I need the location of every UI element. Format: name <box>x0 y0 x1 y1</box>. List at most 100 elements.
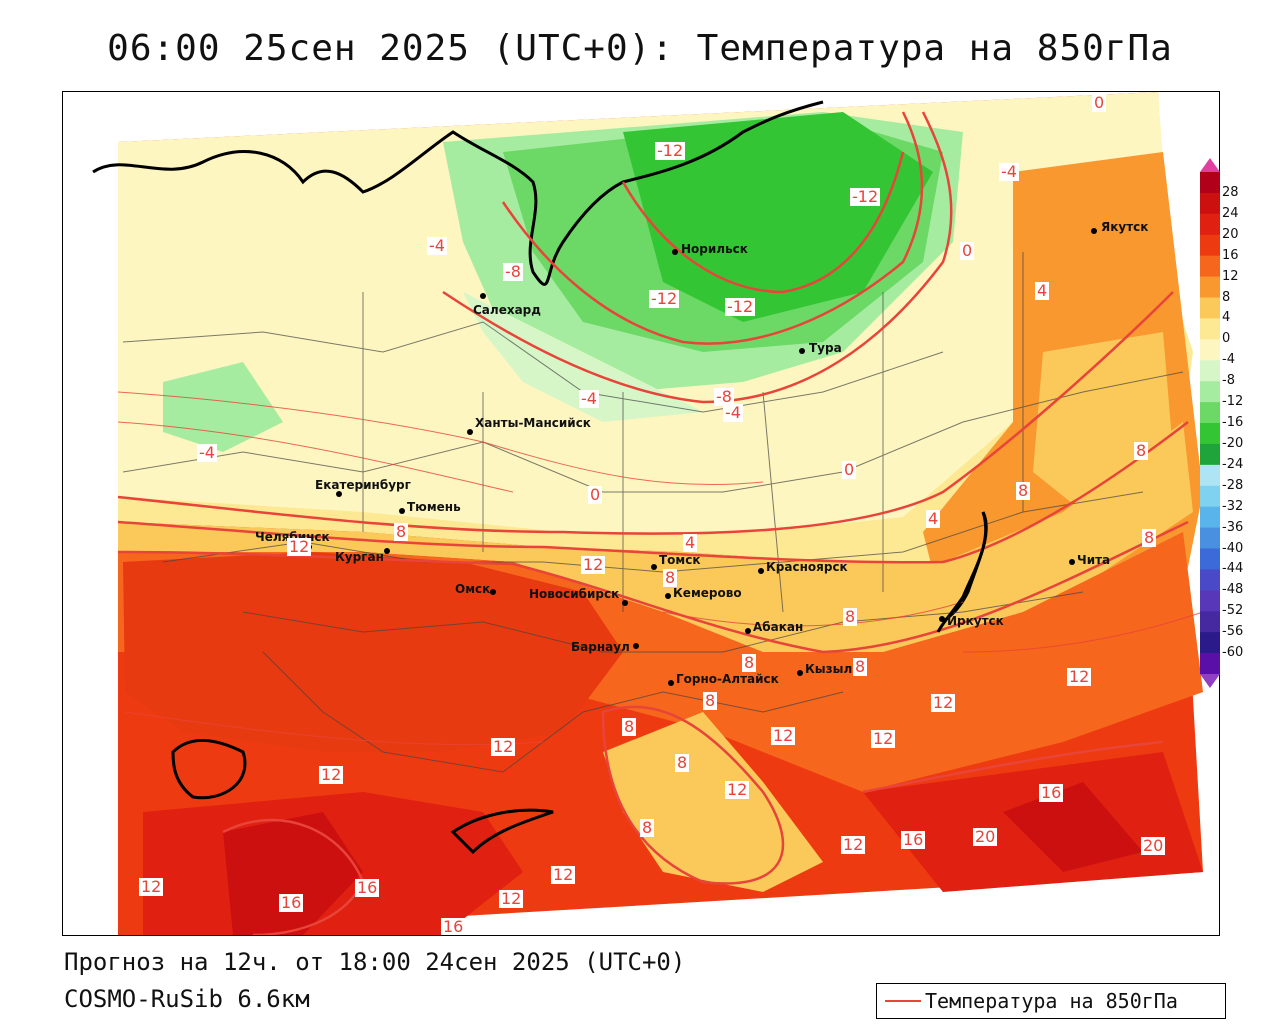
legend-label: Температура на 850гПа <box>925 989 1178 1013</box>
city-label: Тюмень <box>407 500 461 514</box>
city-label: Абакан <box>753 620 804 634</box>
colorbar-tick-label: -20 <box>1222 435 1244 451</box>
colorbar-tick-label: -40 <box>1222 540 1244 556</box>
colorbar-tick-label: 0 <box>1222 331 1231 347</box>
colorbar-segment <box>1200 590 1220 612</box>
colorbar-segment <box>1200 653 1220 675</box>
isotherm-label: 16 <box>279 893 304 912</box>
colorbar-tick-label: -28 <box>1222 477 1244 493</box>
isotherm-label: 16 <box>1039 783 1064 802</box>
lake-baikal <box>936 511 988 633</box>
isotherm-label: 20 <box>1141 836 1166 855</box>
isotherm-label: -8 <box>503 262 523 281</box>
city-dot <box>668 680 674 686</box>
colorbar-tick-label: 4 <box>1222 310 1231 326</box>
city-dot <box>745 628 751 634</box>
isotherm-label: 12 <box>771 726 796 745</box>
isotherm-label: 12 <box>551 865 576 884</box>
colorbar-segment <box>1200 464 1220 487</box>
colorbar-tick-label: 24 <box>1222 205 1239 221</box>
city-dot <box>797 670 803 676</box>
isotherm-label: 0 <box>588 485 603 504</box>
isotherm-label: -4 <box>579 389 599 408</box>
isotherm-label: 4 <box>683 533 698 552</box>
isotherm-label: 8 <box>843 607 858 626</box>
colorbar-segment <box>1200 443 1220 466</box>
colorbar-tick-label: -16 <box>1222 415 1244 430</box>
city-dot <box>633 643 639 649</box>
colorbar-segment <box>1200 381 1220 403</box>
city-dot <box>336 491 342 497</box>
colorbar-segment <box>1200 192 1220 215</box>
legend: Температура на 850гПа <box>876 983 1226 1019</box>
isotherm-label: 16 <box>355 878 380 897</box>
isotherm-label: -4 <box>723 403 743 422</box>
colorbar-bottom-arrow <box>1200 674 1220 688</box>
city-label: Иркутск <box>947 614 1004 628</box>
city-label: Ханты-Мансийск <box>475 416 591 430</box>
colorbar-segment <box>1200 548 1220 570</box>
colorbar-segment <box>1200 402 1220 424</box>
city-label: Курган <box>335 550 384 564</box>
colorbar-segment <box>1200 611 1220 633</box>
isotherms <box>117 111 1189 935</box>
isotherm-label: 12 <box>871 729 896 748</box>
isotherm-label: 12 <box>319 765 344 784</box>
colorbar-segment <box>1200 172 1220 194</box>
admin-borders <box>122 252 1184 773</box>
colorbar-segment <box>1200 506 1220 529</box>
city-dot <box>1091 228 1097 234</box>
colorbar-segment <box>1200 255 1220 278</box>
colorbar-tick-label: -44 <box>1222 561 1244 577</box>
isotherm-label: 8 <box>640 818 655 837</box>
colorbar-tick-label: -8 <box>1222 373 1235 389</box>
isotherm-label: 16 <box>901 830 926 849</box>
colorbar-tick-label: 20 <box>1222 226 1239 242</box>
isotherm-label: 0 <box>842 460 857 479</box>
isotherm-label: -12 <box>725 297 756 316</box>
city-dot <box>480 293 486 299</box>
city-dot <box>384 548 390 554</box>
isotherm-label: 8 <box>1142 528 1157 547</box>
isotherm-label: 8 <box>853 657 868 676</box>
isotherm-label: -4 <box>197 443 217 462</box>
isotherm-label: -12 <box>649 289 680 308</box>
city-label: Норильск <box>681 242 748 256</box>
city-dot <box>672 249 678 255</box>
city-dot <box>399 508 405 514</box>
city-dot <box>622 600 628 606</box>
isotherm-label: -4 <box>999 162 1019 181</box>
isotherm-label: 8 <box>703 691 718 710</box>
isotherm-label: 8 <box>742 653 757 672</box>
isotherm-label: 4 <box>926 509 941 528</box>
isotherm-label: 0 <box>1092 93 1107 112</box>
city-label: Чита <box>1077 553 1111 567</box>
colorbar-segment <box>1200 569 1220 591</box>
city-dot <box>490 589 496 595</box>
isotherm-label: 12 <box>841 835 866 854</box>
isotherm-label: -4 <box>427 236 447 255</box>
colorbar-tick-label: 12 <box>1222 268 1239 284</box>
isotherm-label: 12 <box>725 780 750 799</box>
colorbar-segment <box>1200 632 1220 654</box>
city-label: Тура <box>809 341 842 355</box>
city-dot <box>651 564 657 570</box>
city-label: Кемерово <box>673 586 742 600</box>
colorbar-tick-label: -52 <box>1222 603 1244 619</box>
colorbar-tick-label: 16 <box>1222 247 1239 263</box>
colorbar-segment <box>1200 276 1220 298</box>
isotherm-label: 12 <box>491 737 516 756</box>
colorbar-segment <box>1200 527 1220 549</box>
colorbar-segment <box>1200 318 1220 340</box>
colorbar-segment <box>1200 213 1220 236</box>
city-dot <box>799 348 805 354</box>
city-label: Салехард <box>473 303 541 317</box>
city-label: Красноярск <box>766 560 848 574</box>
isotherm-label: 12 <box>139 877 164 896</box>
colorbar-segment <box>1200 423 1220 445</box>
isotherm-label: 8 <box>394 522 409 541</box>
isotherm-label: -12 <box>850 187 881 206</box>
city-dot <box>758 568 764 574</box>
isotherm-label: 12 <box>1067 667 1092 686</box>
city-label: Якутск <box>1101 220 1149 234</box>
